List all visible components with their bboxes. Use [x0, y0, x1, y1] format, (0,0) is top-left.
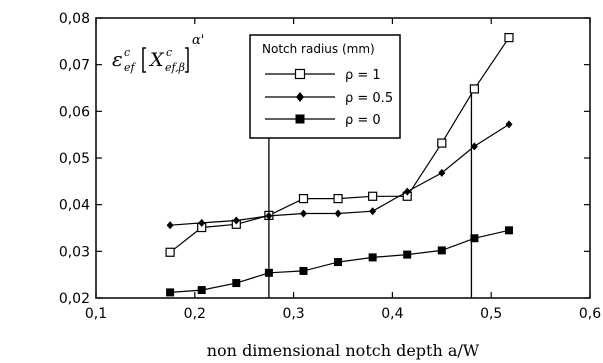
y-axis-label: ε c ef X c ef,β α'	[112, 33, 204, 74]
x-tick-label: 0,1	[85, 306, 107, 322]
x-tick-label: 0,5	[480, 306, 502, 322]
data-point	[470, 234, 479, 243]
data-point	[469, 84, 480, 94]
data-point	[403, 187, 411, 196]
y-axis: 0,02 0,03 0,04 0,05 0,06 0,07 0,08	[59, 11, 590, 307]
data-point	[299, 209, 307, 218]
data-point	[165, 247, 175, 257]
x-tick-label: 0,6	[579, 306, 601, 322]
ylabel-bracket-main: X	[148, 49, 165, 71]
legend-marker-rho-1	[294, 68, 306, 80]
data-point	[299, 266, 308, 275]
series-line-1	[170, 123, 510, 226]
data-point	[264, 268, 273, 277]
x-tick-label: 0,2	[184, 306, 206, 322]
data-point	[166, 221, 174, 230]
data-point	[333, 194, 343, 204]
ylabel-right-bracket	[185, 47, 189, 73]
data-point	[368, 191, 378, 201]
data-point	[437, 246, 446, 255]
data-point	[368, 253, 377, 262]
y-tick-label: 0,02	[59, 291, 90, 307]
data-point	[334, 258, 343, 267]
data-point	[197, 286, 206, 295]
data-point	[504, 226, 513, 235]
legend-label-rho-0: ρ = 0	[345, 113, 381, 128]
data-point	[265, 211, 273, 220]
y-tick-label: 0,06	[59, 104, 90, 120]
legend: Notch radius (mm) ρ = 1 ρ = 0.5 ρ = 0	[249, 34, 401, 139]
data-point	[437, 138, 447, 148]
data-point	[298, 194, 309, 204]
y-tick-label: 0,04	[59, 198, 90, 214]
data-point	[232, 279, 241, 288]
data-point	[438, 168, 446, 177]
legend-marker-rho-05	[296, 92, 304, 102]
ylabel-bracket-sub: ef,β	[165, 61, 185, 74]
data-point	[504, 32, 514, 43]
data-point	[232, 216, 240, 225]
legend-label-rho-05: ρ = 0.5	[345, 91, 393, 106]
y-tick-label: 0,03	[59, 244, 90, 260]
x-axis-title: non dimensional notch depth a/W	[207, 341, 480, 360]
ylabel-main-sub: ef	[124, 61, 137, 74]
data-point	[369, 207, 377, 216]
legend-box	[249, 34, 401, 139]
y-tick-label: 0,07	[59, 58, 90, 74]
y-tick-label: 0,08	[59, 11, 90, 27]
legend-title: Notch radius (mm)	[262, 42, 375, 56]
x-tick-label: 0,3	[282, 306, 304, 322]
ylabel-left-bracket	[142, 47, 146, 73]
ylabel-bracket-sup: c	[166, 46, 172, 59]
series-group	[165, 32, 514, 297]
ylabel-main-sup: c	[124, 46, 130, 59]
x-tick-label: 0,4	[381, 306, 403, 322]
legend-label-rho-1: ρ = 1	[345, 68, 381, 83]
ylabel-exponent: α'	[192, 33, 204, 48]
data-point	[505, 120, 513, 129]
y-tick-label: 0,05	[59, 151, 90, 167]
x-axis: 0,1 0,2 0,3 0,4 0,5 0,6	[85, 18, 601, 322]
ylabel-main: ε	[112, 47, 123, 71]
data-point	[403, 250, 412, 259]
data-point	[334, 209, 342, 218]
data-point	[470, 142, 478, 151]
legend-marker-rho-0	[295, 114, 305, 124]
data-point	[198, 218, 206, 227]
data-point	[166, 288, 175, 297]
